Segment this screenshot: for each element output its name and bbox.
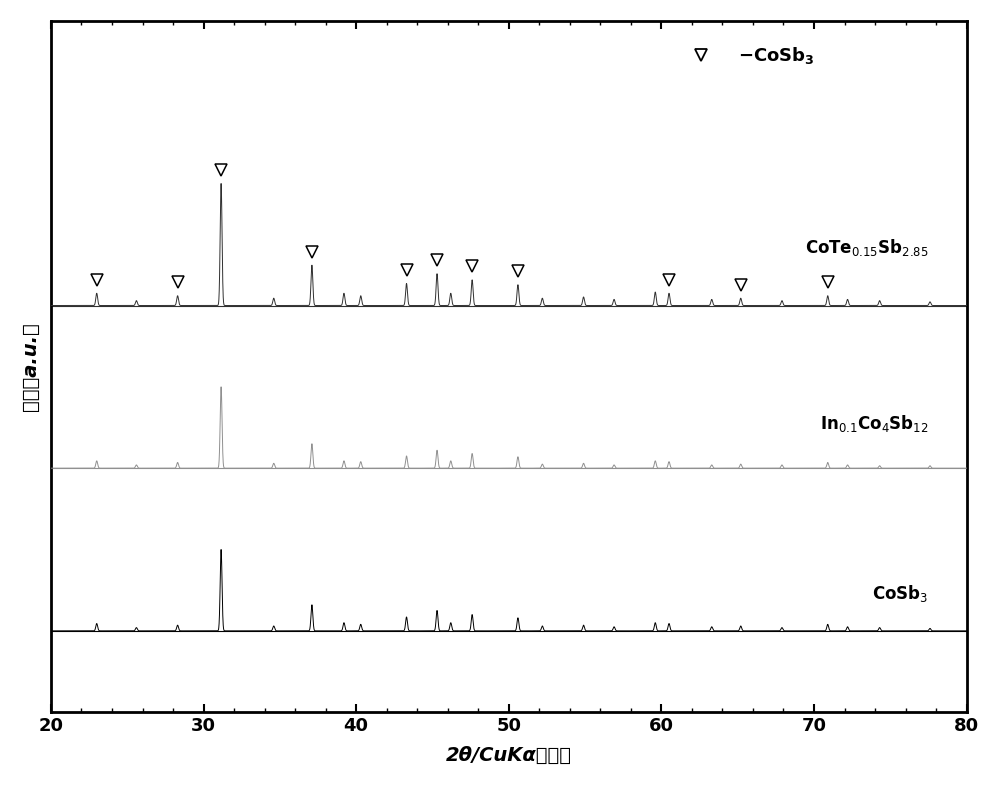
Text: In$_{0.1}$Co$_4$Sb$_{12}$: In$_{0.1}$Co$_4$Sb$_{12}$	[820, 413, 928, 435]
Text: $\mathbf{-CoSb_3}$: $\mathbf{-CoSb_3}$	[738, 45, 814, 66]
Text: CoSb$_3$: CoSb$_3$	[872, 582, 928, 604]
Text: CoTe$_{0.15}$Sb$_{2.85}$: CoTe$_{0.15}$Sb$_{2.85}$	[805, 237, 928, 258]
X-axis label: 2θ/CuKα（度）: 2θ/CuKα（度）	[446, 746, 572, 765]
Y-axis label: 强度（a.u.）: 强度（a.u.）	[21, 322, 40, 411]
